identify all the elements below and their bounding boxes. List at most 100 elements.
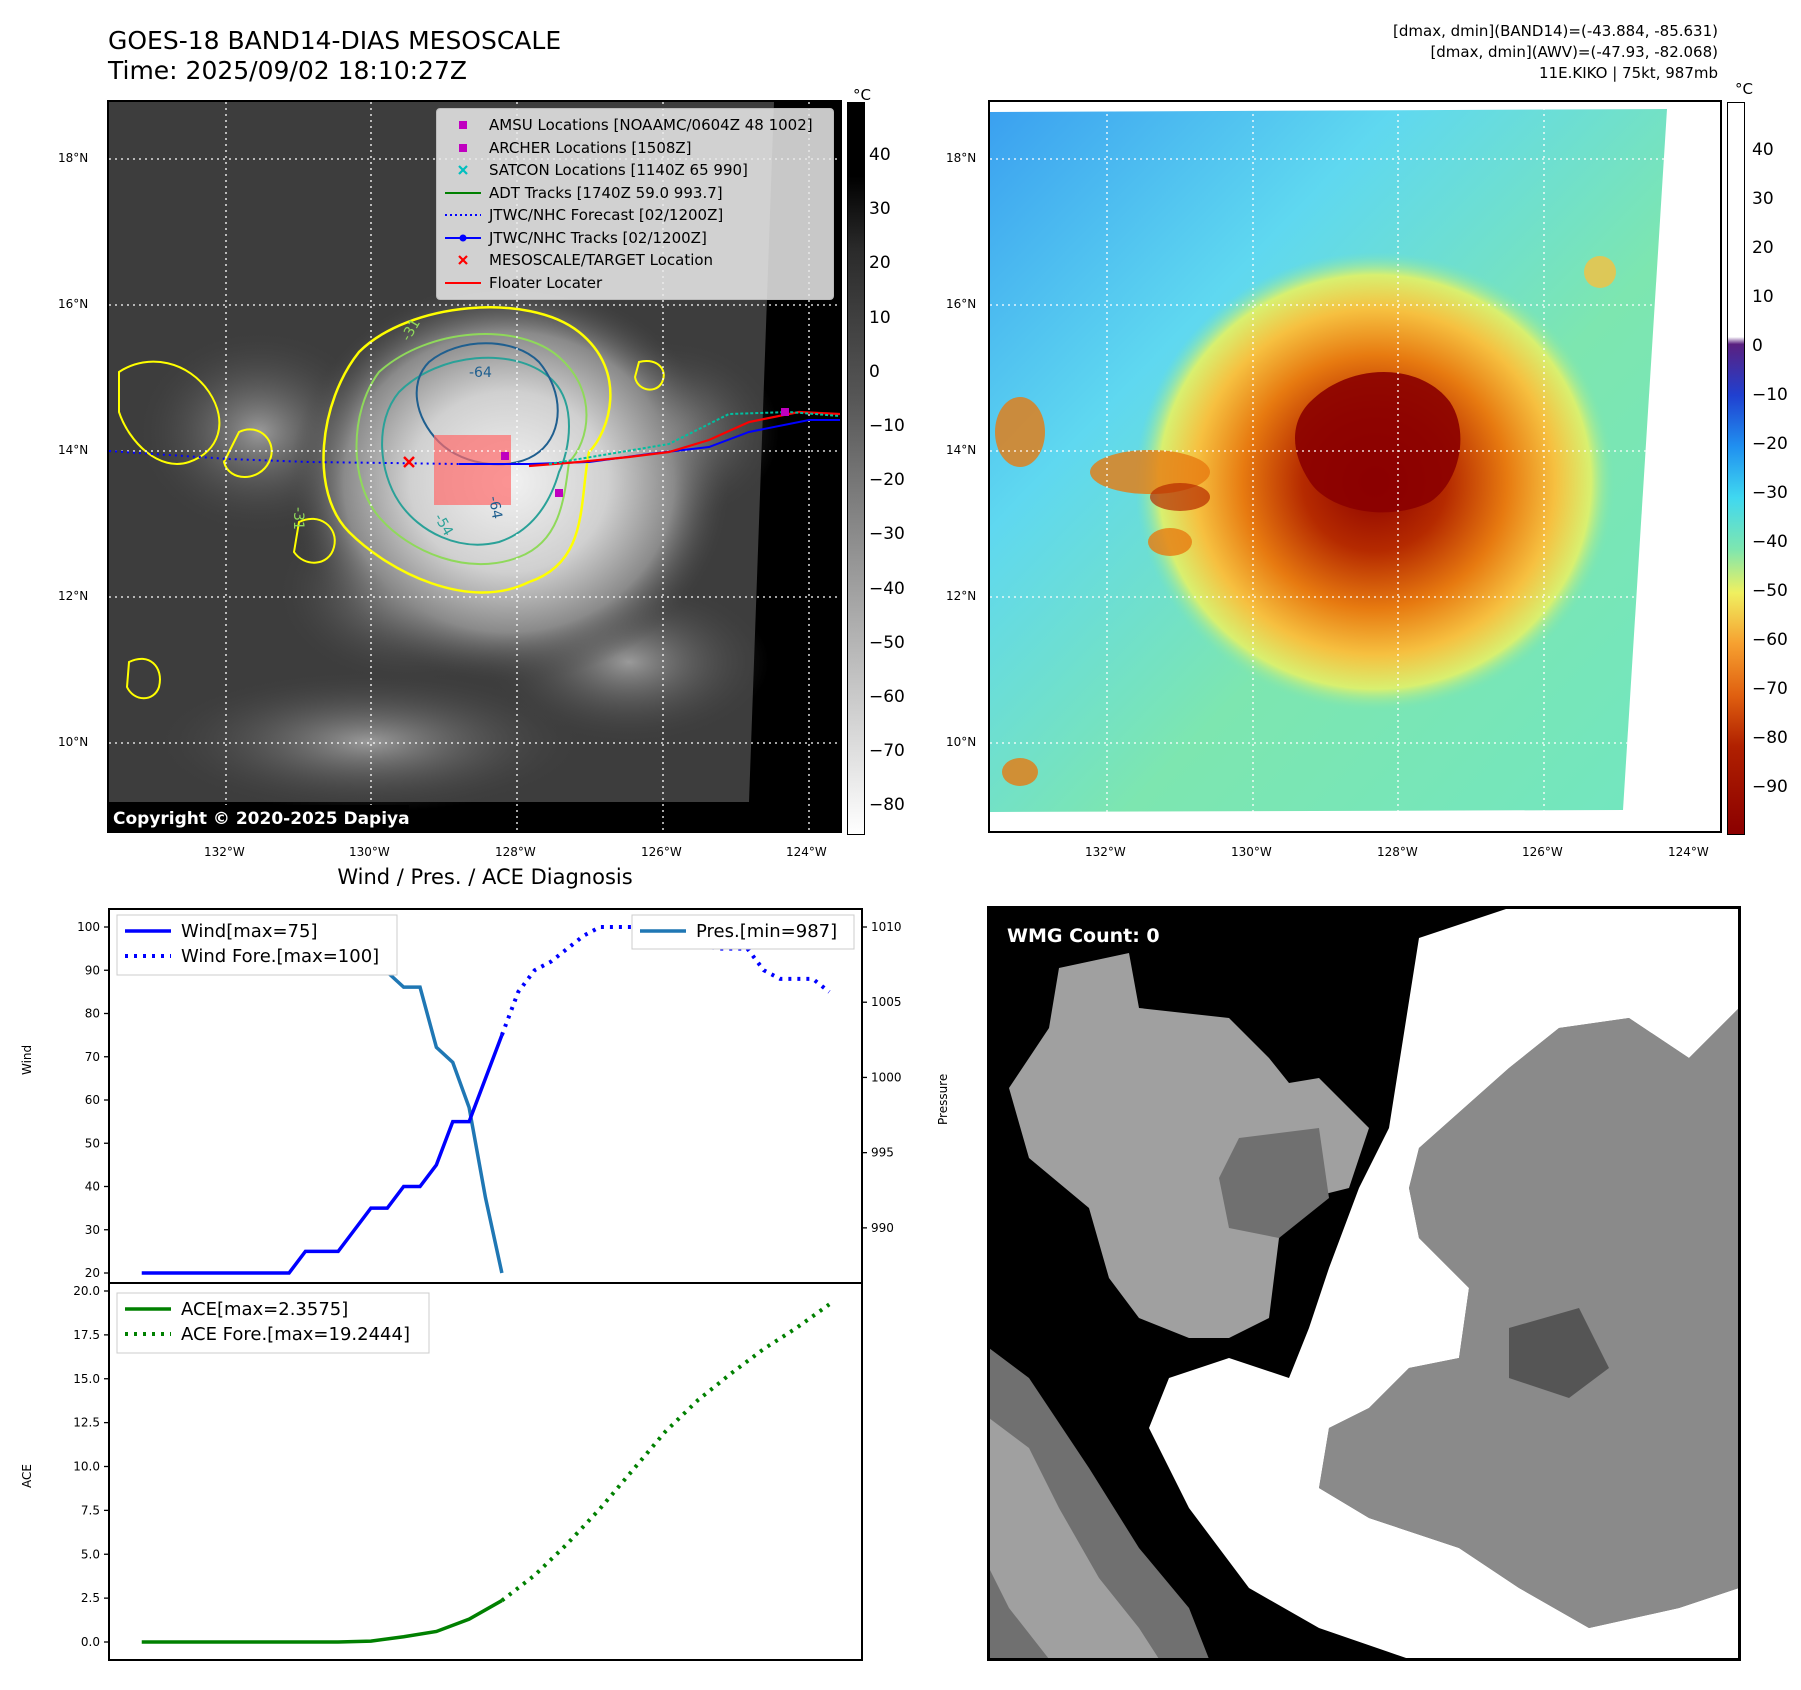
- ace-tick-label: 12.5: [73, 1416, 100, 1430]
- ace-tick-label: 2.5: [81, 1591, 100, 1605]
- colorbar-tick: 0: [1752, 336, 1763, 356]
- legend-label: ADT Tracks [1740Z 59.0 993.7]: [489, 183, 723, 202]
- ace-tick-label: 15.0: [73, 1372, 100, 1386]
- ace-axes: [108, 1282, 863, 1661]
- lat-tick: 18°N: [58, 151, 89, 165]
- colorbar-tick: −50: [1752, 581, 1788, 601]
- legend-label: Floater Locater: [489, 273, 603, 292]
- lon-tick: 126°W: [1522, 845, 1563, 859]
- wv-colorbar: [1727, 102, 1745, 835]
- wmg-count-label: WMG Count: 0: [1007, 925, 1160, 947]
- wind-tick-label: 90: [85, 963, 100, 977]
- wind-axis-label: Wind: [20, 1044, 34, 1075]
- ace-tick-label: 0.0: [81, 1635, 100, 1649]
- info-storm: 11E.KIKO | 75kt, 987mb: [1539, 64, 1718, 82]
- ace-forecast-line: [500, 1302, 831, 1603]
- ace-axis-label: ACE: [20, 1464, 34, 1488]
- colorbar-tick: 30: [1752, 189, 1774, 209]
- best-track: [459, 419, 840, 465]
- colorbar-tick: −30: [869, 524, 905, 545]
- lat-tick: 18°N: [946, 151, 977, 165]
- wind-legend-label: Wind Fore.[max=100]: [181, 946, 379, 967]
- colorbar-tick: −10: [869, 416, 905, 436]
- ace-legend-label: ACE[max=2.3575]: [181, 1299, 348, 1320]
- legend-swatch: [458, 165, 468, 175]
- legend-swatch: [458, 255, 468, 265]
- wmg-image: WMG Count: 0: [989, 908, 1739, 1659]
- figure-title: GOES-18 BAND14-DIAS MESOSCALE: [108, 26, 562, 55]
- wind-tick-label: 80: [85, 1007, 100, 1021]
- legend-entry: AMSU Locations [NOAAMC/0604Z 48 1002]: [443, 115, 813, 135]
- colorbar-tick: −60: [1752, 630, 1788, 650]
- lon-tick: 128°W: [1377, 845, 1418, 859]
- legend-entry: JTWC/NHC Forecast [02/1200Z]: [443, 205, 723, 225]
- wv-map-panel: [988, 100, 1722, 833]
- lon-tick: 126°W: [641, 845, 682, 859]
- legend-label: JTWC/NHC Forecast [02/1200Z]: [489, 206, 724, 224]
- wind-legend: [116, 914, 398, 976]
- legend-entry: MESOSCALE/TARGET Location: [443, 250, 713, 270]
- wind-tick-label: 70: [85, 1050, 100, 1064]
- colorbar-tick: −70: [1752, 679, 1788, 699]
- pressure-line: [141, 925, 504, 1274]
- lon-tick: 124°W: [1668, 845, 1709, 859]
- wind-tick-label: 60: [85, 1093, 100, 1107]
- lon-tick: 130°W: [1231, 845, 1272, 859]
- diagnosis-title: Wind / Pres. / ACE Diagnosis: [337, 865, 633, 889]
- colorbar-tick: −60: [869, 687, 905, 707]
- legend-entry: SATCON Locations [1140Z 65 990]: [443, 160, 748, 180]
- ace-tick-label: 20.0: [73, 1284, 100, 1298]
- legend-entry: ARCHER Locations [1508Z]: [443, 138, 692, 158]
- lat-tick: 10°N: [946, 735, 977, 749]
- lon-tick: 132°W: [204, 845, 245, 859]
- legend-swatch: [459, 143, 467, 152]
- ace-tick-label: 17.5: [73, 1328, 100, 1342]
- lon-tick: 130°W: [349, 845, 390, 859]
- diagnosis-chart: 100 90 80 70 60 50 40 30 20 1010 1005 1000 995 990 Win…: [73, 908, 902, 1661]
- lon-tick: 128°W: [495, 845, 536, 859]
- lat-tick: 14°N: [946, 443, 977, 457]
- colorbar-tick: −70: [869, 741, 905, 762]
- wv-colorbar-unit: °C: [1735, 80, 1753, 98]
- lat-tick: 16°N: [946, 297, 977, 311]
- adt-track: [548, 410, 840, 465]
- legend-swatch: [459, 121, 467, 129]
- ir-legend: AMSU Locations [NOAAMC/0604Z 48 1002] ARC…: [436, 108, 834, 300]
- legend-label: SATCON Locations [1140Z 65 990]: [489, 161, 748, 179]
- lon-tick: 124°W: [786, 845, 827, 859]
- lat-tick: 16°N: [58, 297, 89, 311]
- wind-tick-label: 30: [85, 1223, 100, 1237]
- lat-tick: 12°N: [946, 589, 977, 603]
- floater-box: [434, 435, 511, 505]
- ir-colorbar-unit: °C: [853, 86, 871, 104]
- pressure-tick-label: 990: [871, 1221, 894, 1235]
- info-band14: [dmax, dmin](BAND14)=(-43.884, -85.631): [1393, 22, 1718, 40]
- copyright-text: Copyright © 2020-2025 Dapiya: [113, 809, 410, 829]
- contour-label: -64: [469, 365, 492, 381]
- legend-label: ARCHER Locations [1508Z]: [489, 138, 692, 157]
- amsu-location-marker: [781, 408, 789, 416]
- legend-swatch: [445, 281, 481, 284]
- legend-label: AMSU Locations [NOAAMC/0604Z 48 1002]: [489, 116, 813, 134]
- colorbar-tick: −80: [1752, 728, 1788, 748]
- pressure-legend-label: Pres.[min=987]: [696, 921, 837, 942]
- pressure-tick-label: 995: [871, 1146, 894, 1160]
- contour-label: -64: [485, 495, 505, 520]
- colorbar-tick: −30: [1752, 483, 1788, 503]
- wv-map-image: [990, 102, 1720, 831]
- target-location-marker: [403, 456, 415, 468]
- colorbar-tick: −10: [1752, 385, 1788, 405]
- legend-swatch: [445, 234, 481, 241]
- ace-tick-label: 5.0: [81, 1547, 100, 1561]
- legend-label: MESOSCALE/TARGET Location: [489, 251, 714, 269]
- wind-tick-label: 100: [77, 920, 100, 934]
- wmg-panel: WMG Count: 0: [987, 906, 1741, 1661]
- ace-line: [141, 1599, 503, 1644]
- colorbar-tick: 0: [869, 361, 880, 382]
- archer-location-marker: [501, 452, 509, 460]
- ace-legend-label: ACE Fore.[max=19.2444]: [181, 1324, 410, 1345]
- colorbar-tick: −90: [1752, 777, 1788, 797]
- floater-track: [528, 410, 840, 468]
- wind-legend-label: Wind[max=75]: [181, 921, 318, 942]
- pressure-tick-label: 1010: [871, 920, 902, 934]
